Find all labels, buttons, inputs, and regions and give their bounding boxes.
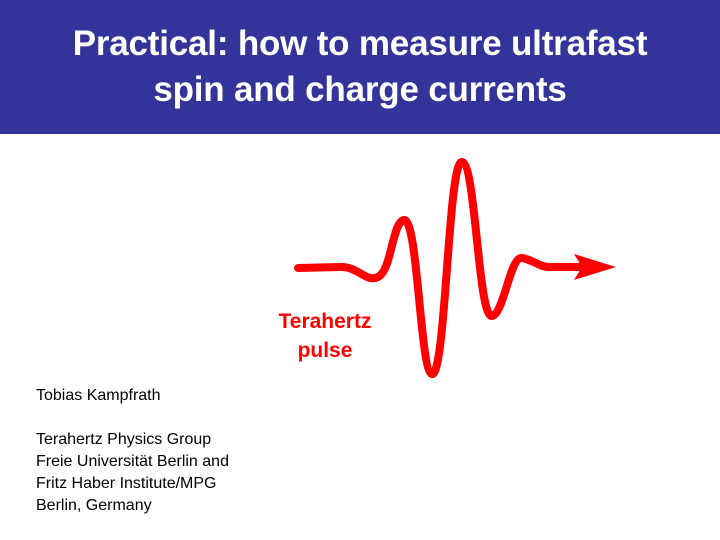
- author-spacer: [36, 407, 229, 429]
- title-line-1: Practical: how to measure ultrafast: [72, 24, 648, 63]
- affiliation-line-2: Freie Universität Berlin and: [36, 453, 229, 470]
- pulse-label-line-2: pulse: [297, 339, 353, 362]
- pulse-label: Terahertz pulse: [262, 307, 388, 365]
- slide-title: Practical: how to measure ultrafast spin…: [10, 21, 710, 113]
- pulse-label-line-1: Terahertz: [278, 310, 372, 333]
- affiliation-line-4: Berlin, Germany: [36, 497, 152, 514]
- author-block: Tobias Kampfrath Terahertz Physics Group…: [36, 385, 229, 517]
- title-bar: Practical: how to measure ultrafast spin…: [0, 0, 720, 134]
- title-line-2: spin and charge currents: [153, 70, 567, 109]
- pulse-arrowhead: [574, 254, 616, 280]
- affiliation-line-3: Fritz Haber Institute/MPG: [36, 475, 217, 492]
- affiliation-line-1: Terahertz Physics Group: [36, 431, 212, 448]
- author-name: Tobias Kampfrath: [36, 387, 161, 404]
